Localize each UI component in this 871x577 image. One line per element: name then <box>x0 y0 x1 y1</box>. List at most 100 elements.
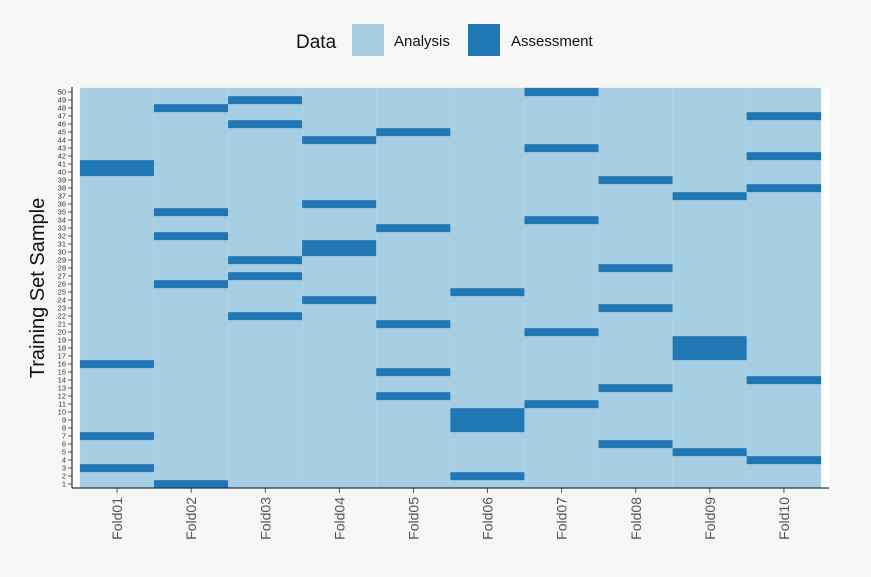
analysis-cell-Fold08-29 <box>598 255 673 265</box>
analysis-cell-Fold08-46 <box>598 119 673 129</box>
analysis-cell-Fold09-30 <box>672 247 748 257</box>
analysis-cell-Fold06-38 <box>450 183 525 193</box>
analysis-cell-Fold10-8 <box>746 423 822 433</box>
assessment-cell-Fold10-4 <box>746 455 822 465</box>
analysis-cell-Fold04-12 <box>302 391 377 401</box>
analysis-cell-Fold07-45 <box>524 127 599 137</box>
analysis-cell-Fold03-44 <box>228 135 303 145</box>
y-tick-label: 23 <box>58 304 66 313</box>
analysis-cell-Fold05-42 <box>376 151 451 161</box>
analysis-cell-Fold07-23 <box>524 303 599 313</box>
analysis-cell-Fold06-33 <box>450 223 525 233</box>
analysis-cell-Fold06-50 <box>450 87 525 97</box>
y-tick-label: 46 <box>58 120 66 129</box>
assessment-cell-Fold09-37 <box>672 191 748 201</box>
analysis-cell-Fold08-18 <box>598 343 673 353</box>
analysis-cell-Fold01-10 <box>79 407 155 417</box>
analysis-cell-Fold08-44 <box>598 135 673 145</box>
analysis-cell-Fold07-7 <box>524 431 599 441</box>
analysis-cell-Fold08-30 <box>598 247 673 257</box>
analysis-cell-Fold04-9 <box>302 415 377 425</box>
analysis-cell-Fold02-4 <box>153 455 229 465</box>
assessment-cell-Fold02-48 <box>153 103 229 113</box>
analysis-cell-Fold07-5 <box>524 447 599 457</box>
analysis-cell-Fold01-9 <box>79 415 155 425</box>
heatmap-cells <box>72 87 829 489</box>
analysis-cell-Fold10-36 <box>746 199 822 209</box>
analysis-cell-Fold01-29 <box>79 255 155 265</box>
analysis-cell-Fold02-47 <box>153 111 229 121</box>
analysis-cell-Fold08-12 <box>598 391 673 401</box>
analysis-cell-Fold10-30 <box>746 247 822 257</box>
analysis-cell-Fold10-11 <box>746 399 822 409</box>
analysis-cell-Fold09-4 <box>672 455 748 465</box>
legend-title: Data <box>296 32 337 53</box>
analysis-cell-Fold06-20 <box>450 327 525 337</box>
analysis-cell-Fold02-21 <box>153 319 229 329</box>
assessment-cell-Fold09-19 <box>672 335 748 345</box>
analysis-cell-Fold09-10 <box>672 407 748 417</box>
analysis-cell-Fold09-42 <box>672 151 748 161</box>
analysis-cell-Fold02-2 <box>153 471 229 481</box>
analysis-cell-Fold07-40 <box>524 167 599 177</box>
analysis-cell-Fold04-45 <box>302 127 377 137</box>
analysis-cell-Fold08-33 <box>598 223 673 233</box>
analysis-cell-Fold05-1 <box>376 479 451 489</box>
analysis-cell-Fold07-24 <box>524 295 599 305</box>
analysis-cell-Fold06-45 <box>450 127 525 137</box>
analysis-cell-Fold09-46 <box>672 119 748 129</box>
analysis-cell-Fold05-40 <box>376 167 451 177</box>
analysis-cell-Fold06-44 <box>450 135 525 145</box>
analysis-cell-Fold05-16 <box>376 359 451 369</box>
analysis-cell-Fold02-44 <box>153 135 229 145</box>
analysis-cell-Fold02-31 <box>153 239 229 249</box>
y-tick-label: 13 <box>58 384 66 393</box>
analysis-cell-Fold04-50 <box>302 87 377 97</box>
analysis-cell-Fold10-13 <box>746 383 822 393</box>
analysis-cell-Fold04-18 <box>302 343 377 353</box>
analysis-cell-Fold09-2 <box>672 471 748 481</box>
assessment-cell-Fold01-41 <box>79 159 155 169</box>
y-tick-label: 2 <box>62 472 66 481</box>
assessment-cell-Fold07-11 <box>524 399 599 409</box>
analysis-cell-Fold10-12 <box>746 391 822 401</box>
analysis-cell-Fold03-10 <box>228 407 303 417</box>
analysis-cell-Fold09-39 <box>672 175 748 185</box>
assessment-cell-Fold04-36 <box>302 199 377 209</box>
analysis-cell-Fold04-23 <box>302 303 377 313</box>
analysis-cell-Fold07-41 <box>524 159 599 169</box>
y-tick-label: 25 <box>58 288 66 297</box>
analysis-cell-Fold01-47 <box>79 111 155 121</box>
analysis-cell-Fold05-44 <box>376 135 451 145</box>
analysis-cell-Fold01-6 <box>79 439 155 449</box>
analysis-cell-Fold03-41 <box>228 159 303 169</box>
analysis-cell-Fold04-34 <box>302 215 377 225</box>
analysis-cell-Fold03-47 <box>228 111 303 121</box>
analysis-cell-Fold01-31 <box>79 239 155 249</box>
analysis-cell-Fold01-27 <box>79 271 155 281</box>
analysis-cell-Fold10-24 <box>746 295 822 305</box>
x-tick-label: Fold01 <box>109 497 125 540</box>
analysis-cell-Fold09-3 <box>672 463 748 473</box>
x-tick-label: Fold03 <box>257 497 273 540</box>
analysis-cell-Fold01-22 <box>79 311 155 321</box>
analysis-cell-Fold01-28 <box>79 263 155 273</box>
analysis-cell-Fold02-7 <box>153 431 229 441</box>
analysis-cell-Fold07-30 <box>524 247 599 257</box>
analysis-cell-Fold02-23 <box>153 303 229 313</box>
analysis-cell-Fold03-26 <box>228 279 303 289</box>
analysis-cell-Fold09-34 <box>672 215 748 225</box>
analysis-cell-Fold05-6 <box>376 439 451 449</box>
analysis-cell-Fold09-9 <box>672 415 748 425</box>
analysis-cell-Fold09-15 <box>672 367 748 377</box>
analysis-cell-Fold04-8 <box>302 423 377 433</box>
analysis-cell-Fold09-43 <box>672 143 748 153</box>
assessment-cell-Fold04-31 <box>302 239 377 249</box>
analysis-cell-Fold05-24 <box>376 295 451 305</box>
analysis-cell-Fold05-27 <box>376 271 451 281</box>
analysis-cell-Fold04-35 <box>302 207 377 217</box>
analysis-cell-Fold03-11 <box>228 399 303 409</box>
analysis-cell-Fold03-37 <box>228 191 303 201</box>
analysis-cell-Fold07-25 <box>524 287 599 297</box>
